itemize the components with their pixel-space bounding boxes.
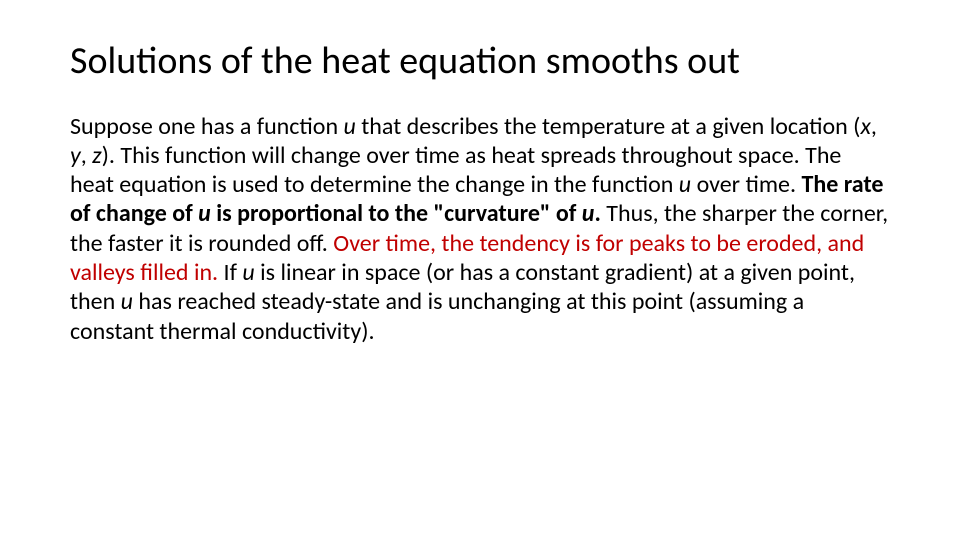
body-text-italic: x [860,112,870,141]
body-text-bold-italic: u [198,199,211,228]
slide: Solutions of the heat equation smooths o… [0,0,960,540]
body-text: that describes the temperature at a give… [356,112,861,141]
body-text-italic: z [92,141,101,170]
body-text: , [81,141,92,170]
body-text-italic: u [121,287,133,316]
slide-title: Solutions of the heat equation smooths o… [70,40,890,84]
slide-body: Suppose one has a function u that descri… [70,112,890,346]
body-text: If [218,258,242,287]
body-text: , [871,112,877,141]
body-text-italic: u [344,112,356,141]
body-text: Suppose one has a function [70,112,344,141]
body-text-italic: u [242,258,254,287]
body-text-bold: is proportional to the "curvature" of [211,199,582,228]
body-text-bold-italic: u [582,199,595,228]
body-text: has reached steady-state and is unchangi… [70,287,804,345]
body-text-italic: y [70,141,81,170]
body-text-italic: u [679,170,691,199]
body-text: over time. [691,170,801,199]
